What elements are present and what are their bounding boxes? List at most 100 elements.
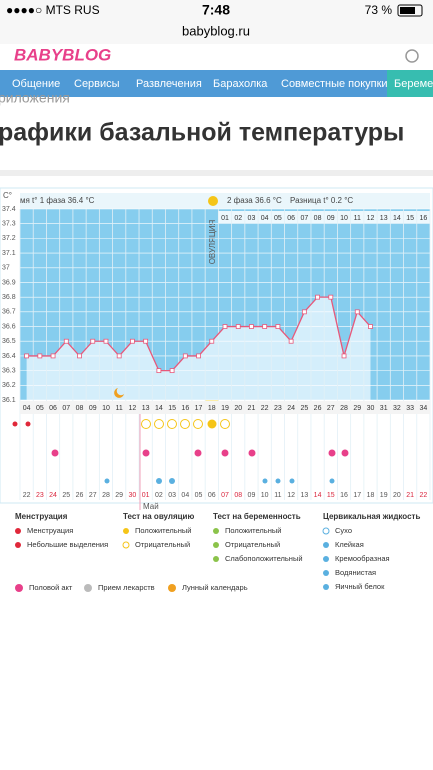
- point: [143, 338, 149, 344]
- date-label: 02: [155, 492, 163, 499]
- date-label: 04: [181, 492, 189, 499]
- date-label: 20: [393, 492, 401, 499]
- date-label: 05: [195, 492, 203, 499]
- point: [328, 294, 334, 300]
- x-tick-label: 18: [208, 405, 216, 412]
- legend: Менструация Менструация Небольшие выделени…: [15, 512, 420, 592]
- point: [103, 338, 109, 344]
- point: [50, 353, 56, 359]
- point: [209, 338, 215, 344]
- x-tick-label: 16: [181, 405, 189, 412]
- nav-item[interactable]: Совместные покупки: [281, 78, 388, 90]
- phase2-day-cell: [390, 211, 404, 223]
- x-tick-label: 11: [116, 405, 123, 412]
- fluid-icon: [156, 478, 162, 484]
- date-label: 03: [168, 492, 176, 499]
- y-tick-label: 36.8: [2, 294, 16, 301]
- phase2-day: 12: [367, 215, 375, 222]
- nav-items: Общение Сервисы Развлечения Барахолка Совмес…: [12, 78, 433, 90]
- ovulation-test: [154, 419, 164, 429]
- ovulation-test: [167, 419, 177, 429]
- y-tick-label: 36.5: [2, 338, 16, 345]
- x-tick-label: 12: [129, 405, 137, 412]
- icon-rows: [12, 419, 349, 484]
- legend-icon: [15, 528, 21, 534]
- nav-item[interactable]: Общение: [12, 78, 60, 90]
- phase2-day: 09: [327, 215, 335, 222]
- point: [301, 309, 307, 315]
- phase2-day: 15: [406, 215, 414, 222]
- breadcrumb[interactable]: риложения: [0, 90, 70, 106]
- x-tick-label: 24: [287, 405, 295, 412]
- legend-item: Небольшие выделения: [27, 540, 108, 549]
- heart: [194, 449, 202, 457]
- legend-icon: [323, 584, 329, 590]
- phase2-day: 13: [380, 215, 388, 222]
- nav-active: [387, 70, 433, 97]
- legend-item: Яичный белок: [335, 582, 385, 591]
- phase2-day-cell: [416, 211, 430, 223]
- phase2-day-cell: [377, 211, 391, 223]
- date-label: 01: [142, 492, 150, 499]
- x-tick-label: 29: [353, 405, 361, 412]
- battery-level: 73 %: [365, 3, 393, 17]
- heart: [341, 449, 349, 457]
- ovulation-test: [141, 419, 151, 429]
- y-tick-label: 36.1: [2, 397, 16, 404]
- url[interactable]: babyblog.ru: [182, 23, 250, 38]
- scrollbar: [0, 170, 433, 176]
- date-label: 15: [327, 492, 335, 499]
- phase2-day: 11: [354, 215, 361, 222]
- period-drop: [25, 421, 31, 427]
- y-tick-label: 36.2: [2, 382, 16, 389]
- legend-item: Половой акт: [29, 583, 73, 592]
- point: [235, 324, 241, 329]
- x-tick-label: 07: [62, 405, 70, 412]
- y-unit: C°: [3, 191, 12, 200]
- phase2-day: 16: [419, 215, 427, 222]
- legend-item: Клейкая: [335, 540, 364, 549]
- phase2-day: 06: [287, 215, 295, 222]
- nav-item[interactable]: Сервисы: [74, 78, 120, 90]
- x-tick-label: 13: [142, 405, 150, 412]
- ovulation-sun: [208, 196, 218, 206]
- nav-item[interactable]: Беремен: [394, 78, 433, 90]
- fluid-icon: [329, 478, 335, 484]
- date-label: 14: [314, 492, 322, 499]
- legend-title: Цервикальная жидкость: [323, 512, 420, 521]
- nav-item[interactable]: Развлечения: [136, 78, 202, 90]
- nav-item[interactable]: Барахолка: [213, 78, 268, 90]
- point: [169, 368, 175, 374]
- legend-item: Сухо: [335, 526, 352, 535]
- x-tick-label: 06: [49, 405, 57, 412]
- date-label: 17: [353, 492, 361, 499]
- date-label: 29: [115, 492, 123, 499]
- x-tick-label: 32: [393, 405, 401, 412]
- phase2-day-cell: [363, 211, 378, 223]
- date-label: 18: [367, 492, 375, 499]
- phase2-day: 01: [221, 215, 229, 222]
- date-label: 28: [102, 492, 110, 499]
- legend-item: Прием лекарств: [98, 583, 155, 592]
- point: [90, 338, 96, 344]
- month-label: Май: [143, 502, 159, 511]
- fluid-icon: [275, 478, 281, 484]
- y-tick-label: 36.3: [2, 367, 16, 374]
- date-label: 30: [129, 492, 137, 499]
- x-tick-label: 10: [102, 405, 110, 412]
- legend-item: Отрицательный: [135, 540, 190, 549]
- y-tick-label: 37.2: [2, 235, 16, 242]
- day-row: [20, 401, 430, 414]
- phase2-day-cell: [218, 211, 232, 223]
- legend-item: Отрицательный: [225, 540, 280, 549]
- ovulation-test: [193, 419, 203, 429]
- chat-icon[interactable]: [405, 49, 419, 63]
- phase2-day-cell: [297, 211, 311, 223]
- legend-icon: [122, 541, 130, 549]
- legend-icon: [15, 584, 23, 592]
- heart: [328, 449, 336, 457]
- legend-icon: [168, 584, 176, 592]
- x-tick-label: 33: [406, 405, 414, 412]
- logo[interactable]: BABYBLOG: [14, 45, 111, 64]
